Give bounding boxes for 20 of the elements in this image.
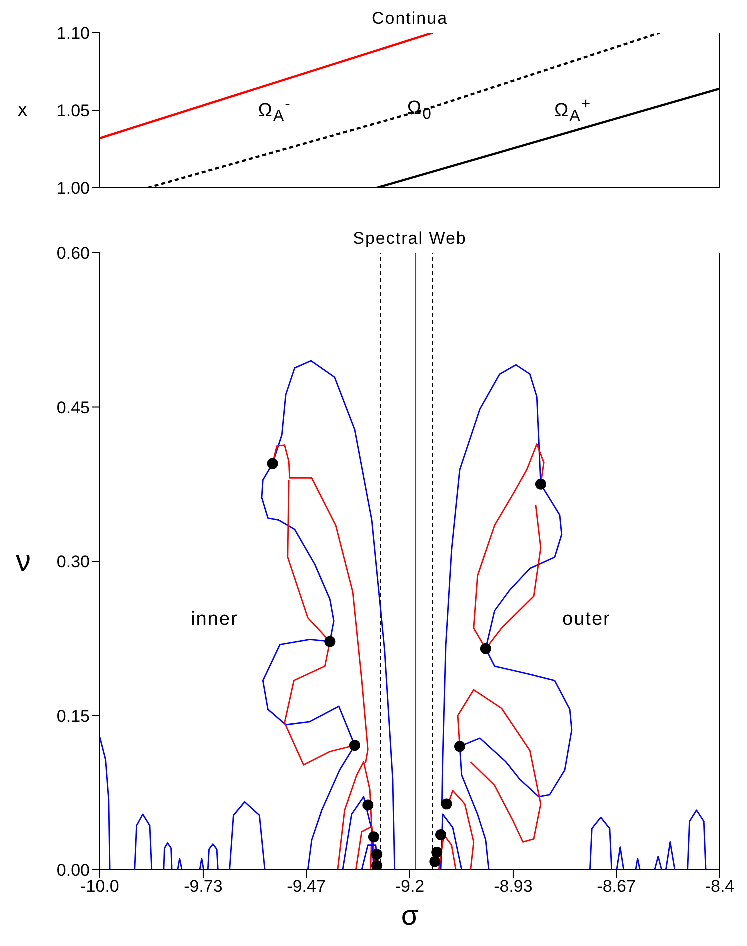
y-axis-title: ν (16, 544, 31, 578)
y-tick-label: 1.10 (56, 24, 90, 44)
y-tick-label: 0.60 (56, 244, 90, 264)
y-tick-label: 0.30 (56, 552, 90, 572)
y-tick-label: 0.15 (56, 706, 90, 726)
chart-title: Spectral Web (352, 229, 468, 249)
x-tick-label: -9.73 (184, 877, 223, 896)
x-tick-label: -8.4 (705, 877, 735, 896)
x-axis-title: σ (400, 900, 420, 932)
x-tick-label: -9.47 (287, 877, 326, 896)
y-tick-label: 1.00 (56, 179, 90, 198)
x-tick-label: -8.93 (494, 877, 533, 896)
y-tick-label: 1.05 (56, 102, 90, 121)
annotation: outer (562, 609, 611, 632)
y-tick-label: 0.45 (56, 398, 90, 418)
chart-title: Continua (370, 9, 450, 29)
x-tick-label: -8.67 (597, 877, 636, 896)
y-axis-title: x (18, 100, 28, 122)
annotation: inner (191, 609, 238, 632)
x-tick-label: -9.2 (395, 877, 425, 896)
